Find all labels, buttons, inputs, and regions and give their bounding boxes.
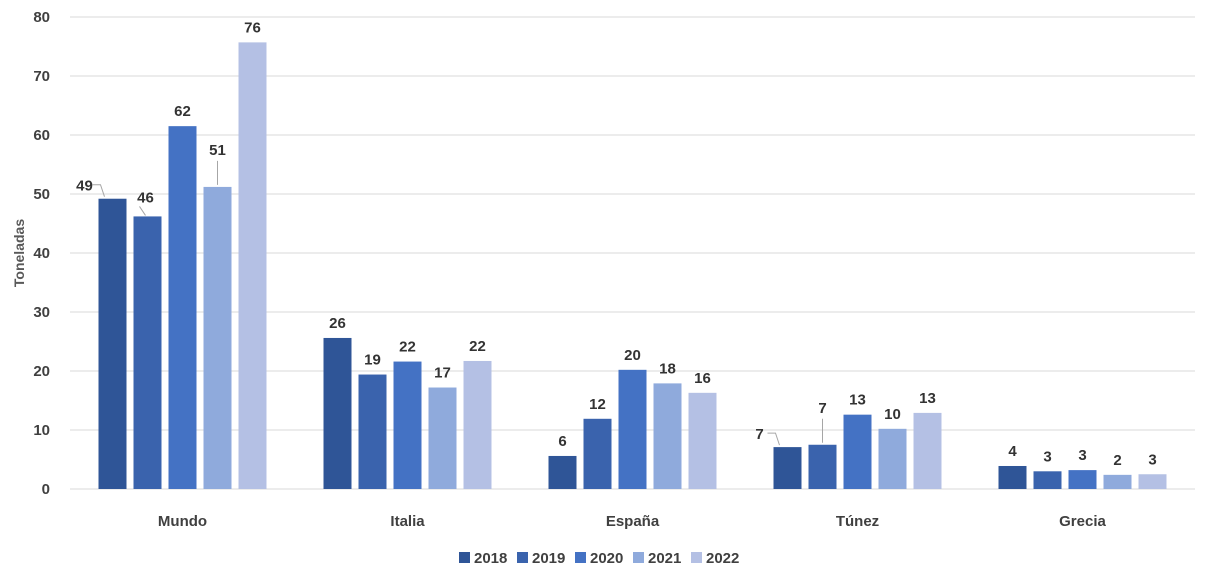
y-tick-label: 50: [33, 186, 50, 203]
data-label: 10: [884, 406, 901, 423]
data-label: 3: [1078, 447, 1086, 464]
bar: [393, 361, 422, 489]
data-label: 51: [209, 142, 226, 159]
bar: [168, 126, 197, 490]
bar: [428, 387, 457, 489]
legend-swatch: [691, 552, 702, 563]
bar: [843, 414, 872, 489]
y-tick-label: 20: [33, 363, 50, 380]
legend-swatch: [633, 552, 644, 563]
data-label: 46: [137, 189, 154, 206]
x-category-label: Italia: [390, 513, 425, 530]
y-tick-label: 60: [33, 127, 50, 144]
data-label: 20: [624, 347, 641, 364]
bar: [203, 186, 232, 490]
bar: [1138, 474, 1167, 489]
data-label: 18: [659, 360, 676, 377]
bars: [98, 42, 1167, 490]
data-label: 16: [694, 370, 711, 387]
data-label: 26: [329, 315, 346, 332]
data-label: 22: [469, 338, 486, 355]
data-label: 3: [1148, 451, 1156, 468]
data-label-leader: [92, 184, 105, 197]
x-category-label: Mundo: [158, 513, 207, 530]
bar: [773, 447, 802, 489]
y-tick-label: 10: [33, 422, 50, 439]
bar: [653, 383, 682, 489]
data-label: 7: [818, 400, 826, 417]
legend-swatch: [517, 552, 528, 563]
y-tick-label: 0: [42, 481, 50, 498]
legend-swatch: [575, 552, 586, 563]
y-axis-label: Toneladas: [11, 219, 27, 287]
y-tick-label: 70: [33, 68, 50, 85]
bar: [238, 42, 267, 490]
bar: [548, 455, 577, 489]
x-category-label: Grecia: [1059, 513, 1106, 530]
x-axis-categories: Mundo Italia España Túnez Grecia: [158, 513, 1107, 530]
data-label: 62: [174, 103, 191, 120]
bar: [463, 360, 492, 489]
data-label: 19: [364, 352, 381, 369]
legend-swatch: [459, 552, 470, 563]
bar: [98, 198, 127, 489]
bar: [618, 369, 647, 489]
data-label: 3: [1043, 448, 1051, 465]
y-axis-ticks: 0 10 20 30 40 50 60 70 80: [33, 9, 50, 498]
x-category-label: España: [606, 513, 660, 530]
bar: [688, 392, 717, 489]
bar: [808, 444, 837, 489]
data-label: 7: [755, 426, 763, 443]
bar: [583, 418, 612, 489]
legend-label: 2020: [590, 550, 623, 567]
data-label: 22: [399, 339, 416, 356]
legend-label: 2019: [532, 550, 565, 567]
data-label: 76: [244, 19, 261, 36]
legend: 2018 2019 2020 2021 2022: [459, 550, 739, 567]
legend-label: 2021: [648, 550, 681, 567]
y-tick-label: 40: [33, 245, 50, 262]
data-label: 12: [589, 396, 606, 413]
bar: [878, 428, 907, 489]
legend-label: 2018: [474, 550, 507, 567]
bar: [133, 216, 162, 490]
bar: [323, 337, 352, 489]
bar: [998, 465, 1027, 489]
legend-label: 2022: [706, 550, 739, 567]
data-label-leader: [767, 432, 780, 446]
bar: [358, 374, 387, 489]
data-label-leader: [139, 206, 146, 216]
data-label: 4: [1008, 443, 1017, 460]
bar: [913, 412, 942, 489]
x-category-label: Túnez: [836, 513, 879, 530]
y-tick-label: 30: [33, 304, 50, 321]
data-label: 13: [849, 392, 866, 409]
data-label: 2: [1113, 452, 1121, 469]
y-tick-label: 80: [33, 9, 50, 26]
data-labels: 49 46 62 51 76 26 19 22 17 22 6 12 20 18 16 7 7 13 10 13 4 3 3…: [76, 19, 1157, 468]
bar: [1103, 474, 1132, 489]
data-label: 13: [919, 390, 936, 407]
data-label: 17: [434, 365, 451, 382]
bar: [1033, 471, 1062, 489]
data-label: 6: [558, 433, 566, 450]
bar: [1068, 470, 1097, 489]
data-label: 49: [76, 178, 93, 195]
